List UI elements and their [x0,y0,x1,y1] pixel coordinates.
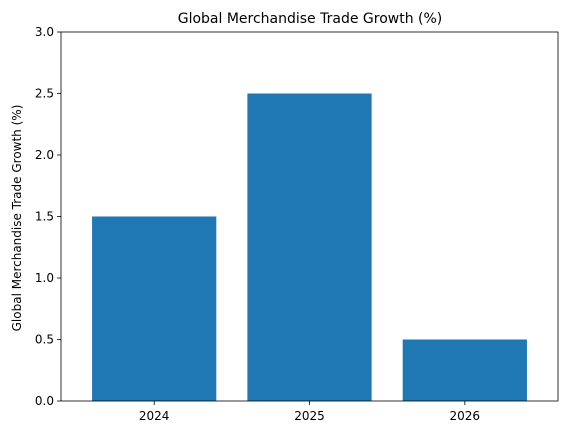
bar-2024 [92,216,217,401]
y-tick-label: 2.5 [35,87,54,101]
y-tick-label: 1.5 [35,210,54,224]
x-tick-label: 2024 [139,409,170,423]
x-tick-label: 2025 [294,409,325,423]
y-axis-ticks: 0.0 0.5 1.0 1.5 2.0 2.5 3.0 [35,25,61,408]
chart-title: Global Merchandise Trade Growth (%) [178,11,443,27]
y-tick-label: 1.0 [35,271,54,285]
plot-frame [60,31,559,402]
y-axis-label: Global Merchandise Trade Growth (%) [10,105,24,332]
y-tick-label: 0.5 [35,333,54,347]
bar-2026 [402,339,527,401]
y-tick-label: 0.0 [35,394,54,408]
bars-group [92,93,527,401]
y-tick-label: 3.0 [35,25,54,39]
bar-2025 [247,93,372,401]
y-tick-label: 2.0 [35,148,54,162]
x-tick-label: 2026 [450,409,481,423]
x-axis-ticks: 2024 2025 2026 [139,401,480,423]
